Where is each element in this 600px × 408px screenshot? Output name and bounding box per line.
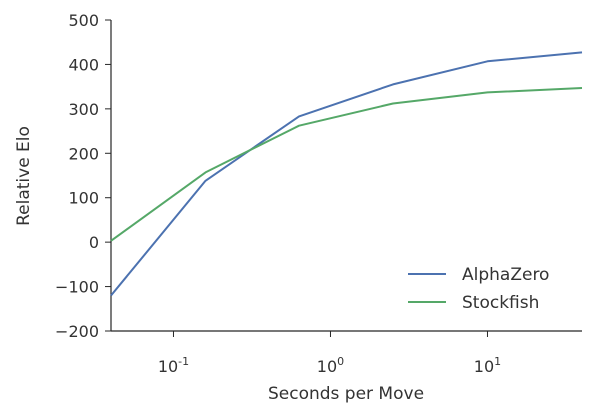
axes [110,20,582,332]
x-tick-label: 100 [317,355,344,376]
series-line-alphazero [110,51,583,297]
x-axis-label: Seconds per Move [268,384,424,404]
legend: AlphaZero Stockfish [408,265,549,313]
y-tick-label: 0 [89,233,99,252]
y-tick-label: 200 [68,144,99,163]
y-tick-label: 100 [68,189,99,208]
y-ticks: −200 −100 0 100 200 300 400 500 [55,11,111,341]
series-lines [110,51,583,297]
y-axis-label: Relative Elo [14,126,34,226]
y-tick-label: 300 [68,100,99,119]
x-ticks: 10-1 100 101 [158,331,501,376]
x-tick-label: 10-1 [158,355,189,376]
y-tick-label: −100 [55,278,99,297]
legend-label-alphazero: AlphaZero [462,265,549,285]
y-tick-label: −200 [55,322,99,341]
y-tick-label: 500 [68,11,99,30]
legend-label-stockfish: Stockfish [462,293,539,313]
y-tick-label: 400 [68,55,99,74]
series-line-stockfish [110,87,583,242]
x-tick-label: 101 [474,355,501,376]
